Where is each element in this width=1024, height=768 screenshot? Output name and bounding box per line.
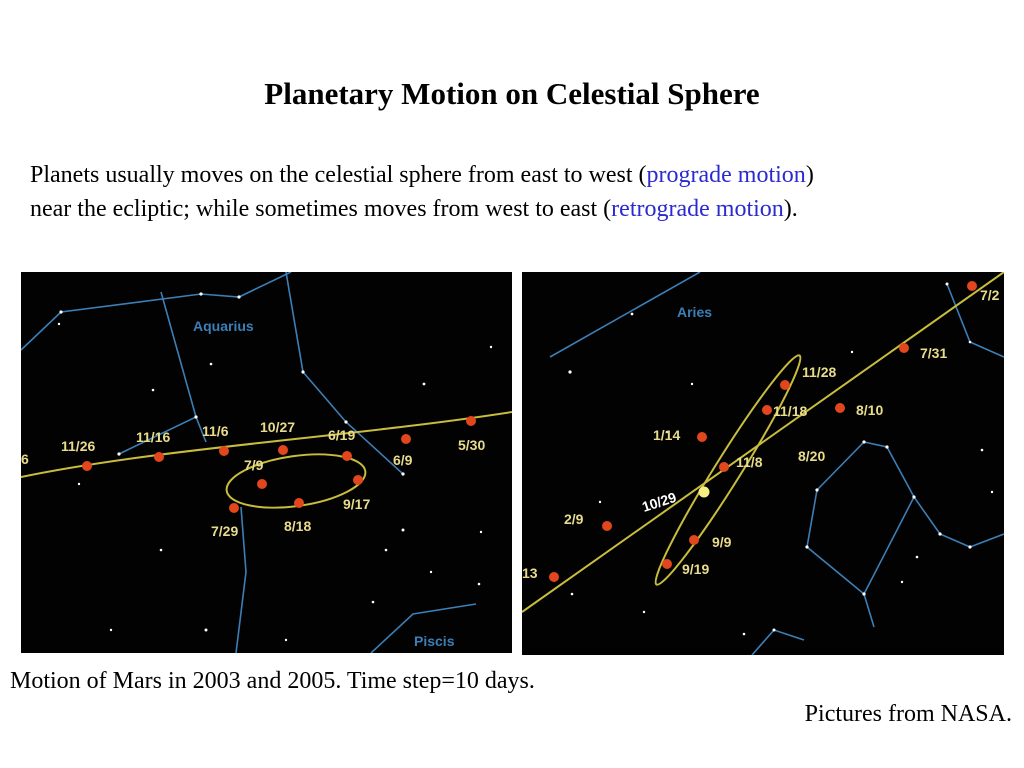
- date-label: 11/8: [736, 454, 763, 470]
- background-stars: [568, 282, 994, 636]
- date-label: 10/27: [260, 419, 295, 435]
- ecliptic-line: [21, 411, 512, 478]
- constellation-lines: [549, 272, 1004, 655]
- date-label: 7/29: [211, 523, 238, 539]
- mars-positions: [82, 416, 476, 513]
- page-title: Planetary Motion on Celestial Sphere: [264, 76, 760, 111]
- current-date-label: 10/29: [640, 489, 678, 515]
- date-label: 9/17: [343, 496, 370, 512]
- intro-paragraph: Planets usually moves on the celestial s…: [30, 158, 1010, 226]
- date-label: 1/14: [653, 427, 680, 443]
- background-stars: [57, 292, 493, 642]
- edge-label: 13: [522, 565, 538, 581]
- mars-positions: [549, 281, 977, 582]
- date-label: 11/18: [773, 403, 807, 419]
- edge-label: 6: [21, 451, 29, 467]
- intro-text-4: ).: [783, 196, 798, 222]
- date-label: 11/16: [136, 429, 170, 445]
- date-label: 7/9: [244, 457, 264, 473]
- retrograde-loop: [654, 354, 802, 586]
- ecliptic-line: [522, 272, 1004, 613]
- date-labels: 7/2 7/31 11/28 11/18 8/10 1/14 11/8 8/20…: [522, 287, 1000, 581]
- constellation-names: Aquarius Piscis: [193, 318, 455, 649]
- ecliptic-and-path: [522, 272, 1004, 613]
- date-label: 6/9: [393, 452, 413, 468]
- date-label: 8/10: [856, 402, 883, 418]
- date-label: 5/30: [458, 437, 485, 453]
- retrograde-link: retrograde motion: [611, 196, 784, 222]
- prograde-link: prograde motion: [646, 162, 806, 188]
- intro-text-3: near the ecliptic; while sometimes moves…: [30, 196, 612, 222]
- mars-2005-star-map: Aries 7/2 7/31 11/28 11/18 8/10 1/14 11/…: [522, 272, 1004, 655]
- date-label: 11/6: [202, 423, 229, 439]
- constellation-name: Piscis: [414, 633, 455, 649]
- image-credit: Pictures from NASA.: [804, 701, 1012, 727]
- date-label: 6/19: [328, 427, 355, 443]
- constellation-names: Aries: [677, 304, 712, 320]
- date-label: 8/18: [284, 518, 311, 534]
- date-label: 8/20: [798, 448, 825, 464]
- date-label: 2/9: [564, 511, 584, 527]
- date-label: 11/26: [61, 438, 95, 454]
- intro-text-1: Planets usually moves on the celestial s…: [30, 162, 647, 188]
- figure-caption: Motion of Mars in 2003 and 2005. Time st…: [10, 668, 535, 694]
- mars-2003-svg: Aquarius Piscis 6 11/26 11/16 11/6 10/27…: [21, 272, 512, 653]
- date-label: 9/19: [682, 561, 709, 577]
- mars-2005-svg: Aries 7/2 7/31 11/28 11/18 8/10 1/14 11/…: [522, 272, 1004, 655]
- mars-2003-star-map: Aquarius Piscis 6 11/26 11/16 11/6 10/27…: [21, 272, 512, 653]
- mars-current-position: [698, 486, 710, 498]
- intro-text-2: ): [805, 162, 814, 188]
- date-label: 9/9: [712, 534, 732, 550]
- date-label: 7/31: [920, 345, 947, 361]
- date-label: 11/28: [802, 364, 836, 380]
- constellation-name: Aries: [677, 304, 712, 320]
- date-labels: 6 11/26 11/16 11/6 10/27 6/19 6/9 5/30 7…: [21, 419, 485, 539]
- constellation-name: Aquarius: [193, 318, 254, 334]
- date-label: 7/2: [980, 287, 1000, 303]
